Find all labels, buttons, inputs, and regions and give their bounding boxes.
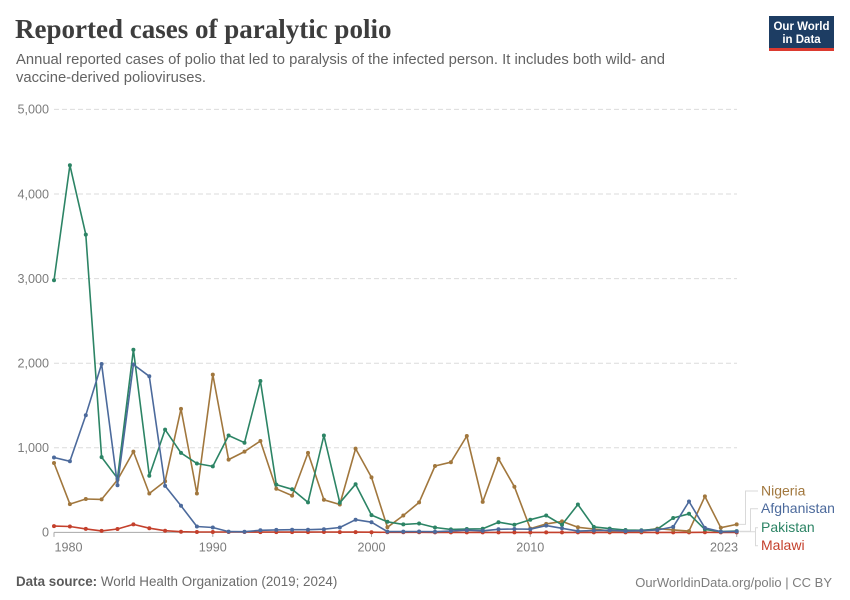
svg-text:3,000: 3,000	[17, 272, 49, 286]
svg-text:4,000: 4,000	[17, 187, 49, 201]
svg-text:1,000: 1,000	[17, 441, 49, 455]
svg-text:1990: 1990	[199, 541, 227, 555]
svg-text:2023: 2023	[710, 541, 738, 555]
svg-text:0: 0	[42, 526, 49, 540]
svg-text:2000: 2000	[357, 541, 385, 555]
svg-text:2010: 2010	[516, 541, 544, 555]
svg-text:2,000: 2,000	[17, 357, 49, 371]
svg-text:Malawi: Malawi	[761, 537, 805, 553]
svg-text:5,000: 5,000	[17, 103, 49, 117]
svg-text:1980: 1980	[55, 541, 83, 555]
svg-text:Pakistan: Pakistan	[761, 519, 815, 535]
svg-text:Afghanistan: Afghanistan	[761, 500, 835, 516]
svg-text:Nigeria: Nigeria	[761, 483, 806, 499]
